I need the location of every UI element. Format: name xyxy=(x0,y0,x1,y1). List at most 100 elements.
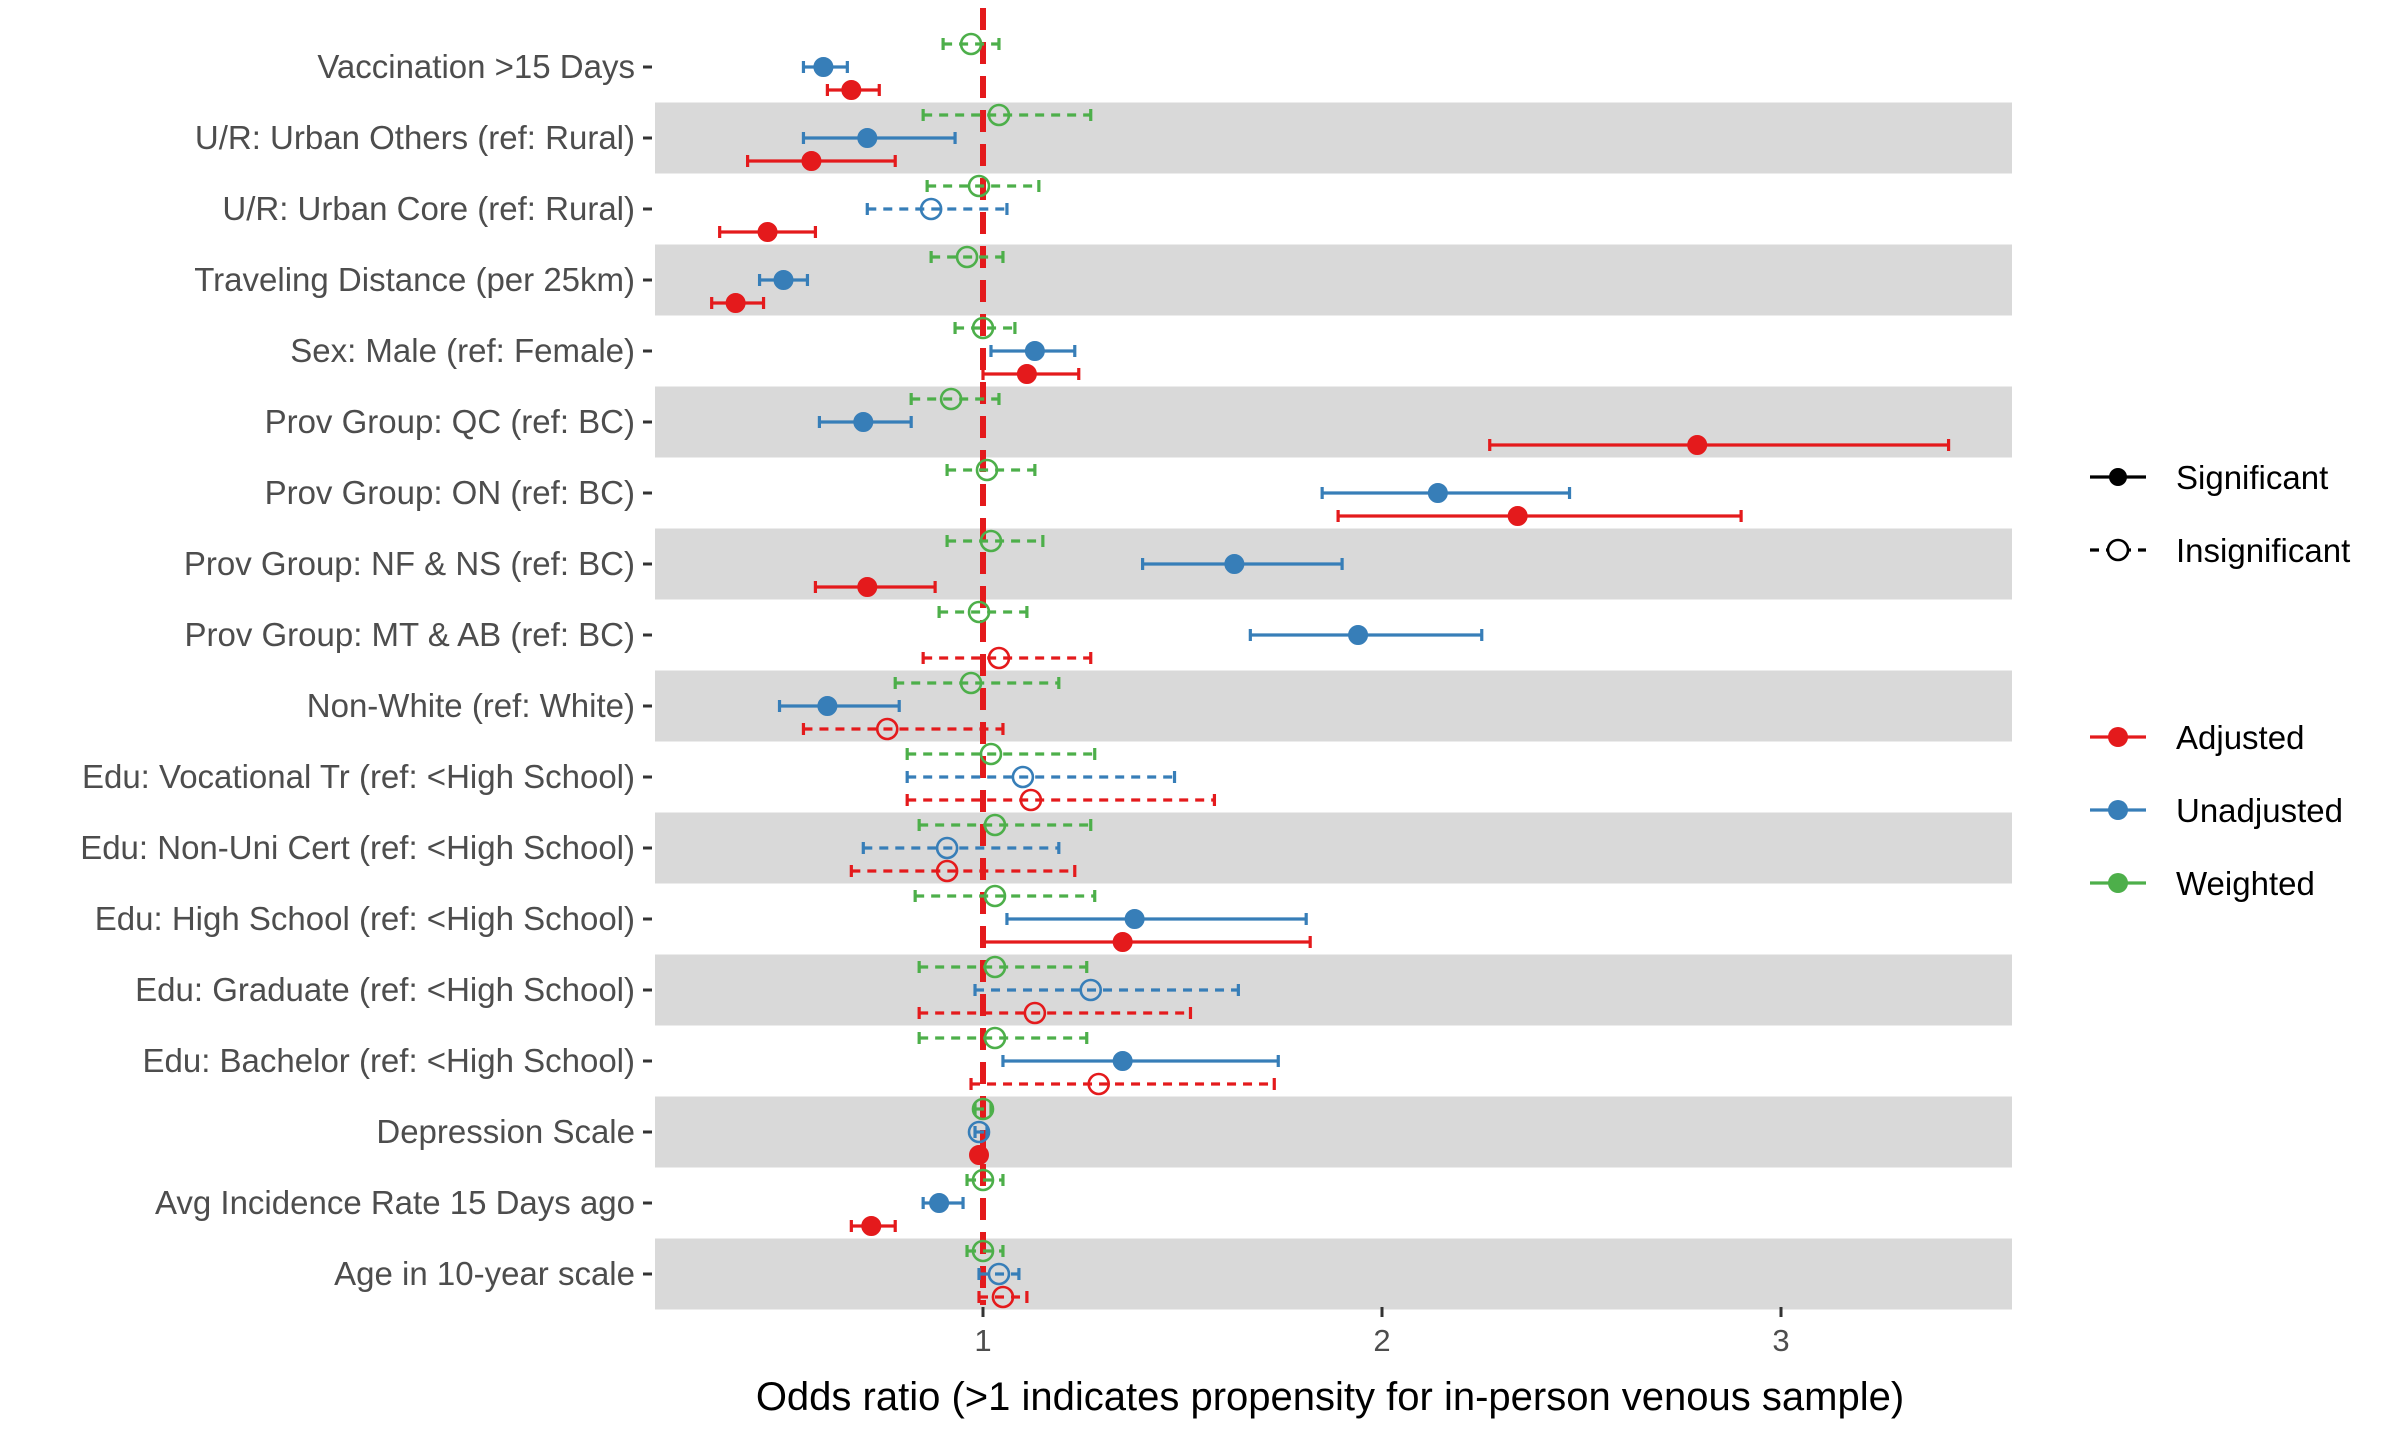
legend-item-unadjusted: Unadjusted xyxy=(2090,792,2343,829)
y-tick-label: Prov Group: ON (ref: BC) xyxy=(265,474,635,511)
y-axis: Vaccination >15 Days U/R: Urban Others (r… xyxy=(80,48,652,1292)
point-estimate xyxy=(1224,554,1245,574)
estimate-adjusted xyxy=(801,717,1005,741)
legend-key-marker xyxy=(2106,538,2130,562)
estimate-adjusted xyxy=(917,1001,1193,1025)
x-tick-label: 1 xyxy=(974,1323,991,1358)
estimate-marks xyxy=(710,32,1951,1309)
point-estimate xyxy=(919,197,943,221)
legend-label: Weighted xyxy=(2176,865,2315,902)
estimate-unadjusted xyxy=(777,696,901,716)
point-estimate xyxy=(983,1026,1007,1050)
estimate-unadjusted xyxy=(921,1193,965,1213)
legend: Significant Insignificant Adjusted Unadjust… xyxy=(2090,459,2350,902)
estimate-unadjusted xyxy=(1005,909,1308,929)
estimate-adjusted xyxy=(825,80,881,100)
point-estimate xyxy=(773,270,794,290)
estimate-unadjusted xyxy=(757,270,810,290)
point-estimate xyxy=(1023,1001,1047,1025)
y-tick-label: Prov Group: QC (ref: BC) xyxy=(265,403,635,440)
estimate-unadjusted xyxy=(1001,1051,1280,1071)
row-band xyxy=(655,244,2012,316)
point-estimate xyxy=(971,1168,995,1192)
estimate-unadjusted xyxy=(1248,625,1484,645)
y-tick-label: Non-White (ref: White) xyxy=(307,687,635,724)
point-estimate xyxy=(969,1145,990,1165)
point-estimate xyxy=(861,1216,882,1236)
point-estimate xyxy=(983,813,1007,837)
point-estimate xyxy=(1019,788,1043,812)
legend-key-marker xyxy=(2109,468,2127,486)
point-estimate xyxy=(987,1262,1011,1286)
estimate-unadjusted xyxy=(973,978,1240,1002)
y-tick-label: U/R: Urban Others (ref: Rural) xyxy=(195,119,635,156)
point-estimate xyxy=(979,529,1003,553)
y-tick-label: Depression Scale xyxy=(376,1113,635,1150)
estimate-adjusted xyxy=(1488,435,1951,455)
point-estimate xyxy=(1112,932,1133,952)
estimate-unadjusted xyxy=(967,1120,991,1144)
point-estimate xyxy=(1087,1072,1111,1096)
row-band xyxy=(655,1096,2012,1168)
x-tick-label: 3 xyxy=(1772,1323,1789,1358)
estimate-weighted xyxy=(917,1026,1089,1050)
estimate-unadjusted xyxy=(1320,483,1572,503)
point-estimate xyxy=(1079,978,1103,1002)
point-estimate xyxy=(1016,364,1037,384)
row-band xyxy=(655,812,2012,884)
estimate-adjusted xyxy=(969,1072,1276,1096)
point-estimate xyxy=(1687,435,1708,455)
legend-label: Significant xyxy=(2176,459,2328,496)
y-tick-label: Prov Group: NF & NS (ref: BC) xyxy=(184,545,635,582)
estimate-weighted xyxy=(913,884,1097,908)
point-estimate xyxy=(983,955,1007,979)
estimate-weighted xyxy=(965,1239,1005,1263)
point-estimate xyxy=(987,646,1011,670)
point-estimate xyxy=(853,412,874,432)
y-tick-label: Edu: Bachelor (ref: <High School) xyxy=(142,1042,635,1079)
y-tick-label: Avg Incidence Rate 15 Days ago xyxy=(155,1184,635,1221)
legend-item-adjusted: Adjusted xyxy=(2090,719,2304,756)
estimate-weighted xyxy=(929,245,1005,269)
point-estimate xyxy=(967,600,991,624)
point-estimate xyxy=(1024,341,1045,361)
estimate-unadjusted xyxy=(817,412,913,432)
estimate-weighted xyxy=(965,1168,1005,1192)
estimate-unadjusted xyxy=(989,341,1077,361)
legend-label: Adjusted xyxy=(2176,719,2304,756)
estimate-adjusted xyxy=(745,151,897,171)
estimate-adjusted xyxy=(977,1285,1029,1309)
point-estimate xyxy=(757,222,778,242)
x-tick-label: 2 xyxy=(1373,1323,1390,1358)
legend-label: Insignificant xyxy=(2176,532,2350,569)
point-estimate xyxy=(959,32,983,56)
point-estimate xyxy=(975,458,999,482)
estimate-weighted xyxy=(925,174,1041,198)
estimate-unadjusted xyxy=(801,57,849,77)
point-estimate xyxy=(971,1239,995,1263)
y-tick-label: Vaccination >15 Days xyxy=(317,48,635,85)
point-estimate xyxy=(987,103,1011,127)
estimate-adjusted xyxy=(981,364,1081,384)
point-estimate xyxy=(857,577,878,597)
legend-item-significant: Significant xyxy=(2090,459,2328,496)
estimate-weighted xyxy=(937,600,1029,624)
point-estimate xyxy=(1427,483,1448,503)
estimate-adjusted xyxy=(718,222,818,242)
estimate-weighted xyxy=(909,387,1001,411)
legend-item-insignificant: Insignificant xyxy=(2090,532,2350,569)
point-estimate xyxy=(817,696,838,716)
estimate-adjusted xyxy=(849,859,1077,883)
point-estimate xyxy=(971,316,995,340)
estimate-adjusted xyxy=(849,1216,897,1236)
point-estimate xyxy=(939,387,963,411)
point-estimate xyxy=(1112,1051,1133,1071)
estimate-adjusted xyxy=(1336,506,1743,526)
point-estimate xyxy=(991,1285,1015,1309)
point-estimate xyxy=(1124,909,1145,929)
y-tick-label: Sex: Male (ref: Female) xyxy=(290,332,635,369)
y-tick-label: Edu: High School (ref: <High School) xyxy=(95,900,635,937)
row-band xyxy=(655,954,2012,1026)
